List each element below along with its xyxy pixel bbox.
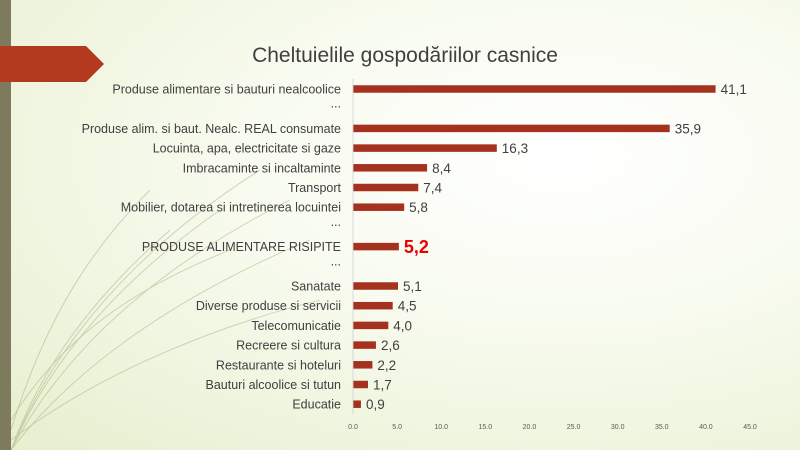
category-label: Bauturi alcoolice si tutun <box>206 378 342 392</box>
category-ellipsis: ... <box>331 215 341 229</box>
category-label: Educatie <box>292 398 341 412</box>
accent-arrow-shape <box>0 46 104 82</box>
x-tick-label: 45.0 <box>743 424 757 431</box>
category-label: Recreere si cultura <box>236 339 341 353</box>
bar <box>353 124 670 133</box>
category-label: PRODUSE ALIMENTARE RISIPITE <box>142 240 341 254</box>
category-label: Transport <box>288 181 342 195</box>
bar <box>353 341 376 349</box>
category-ellipsis: ... <box>331 97 341 111</box>
category-ellipsis: ... <box>331 254 341 268</box>
bar <box>353 203 405 211</box>
value-label: 8,4 <box>432 161 451 176</box>
bar <box>353 321 389 330</box>
bar <box>353 144 497 152</box>
bar <box>353 380 368 389</box>
value-label: 5,1 <box>403 279 422 294</box>
value-label: 35,9 <box>675 121 701 136</box>
x-tick-label: 20.0 <box>523 424 537 431</box>
value-label: 16,3 <box>502 141 528 156</box>
chart-title: Cheltuielile gospodăriilor casnice <box>252 44 558 67</box>
left-accent-band <box>0 0 11 450</box>
value-label: 4,0 <box>393 318 412 333</box>
category-label: Telecomunicatie <box>251 319 341 333</box>
category-label: Produse alim. si baut. Nealc. REAL consu… <box>82 122 341 136</box>
value-label: 4,5 <box>398 299 417 314</box>
x-tick-label: 30.0 <box>611 424 625 431</box>
value-label: 5,8 <box>409 200 428 215</box>
value-label: 2,6 <box>381 338 400 353</box>
x-tick-label: 40.0 <box>699 424 713 431</box>
category-label: Imbracaminte si incaltaminte <box>183 161 341 175</box>
value-label: 41,1 <box>721 82 747 97</box>
category-label: Sanatate <box>291 280 341 294</box>
bar <box>353 85 716 93</box>
bar <box>353 183 419 192</box>
bar <box>353 282 398 290</box>
value-label: 2,2 <box>377 358 396 373</box>
category-label: Mobilier, dotarea si intretinerea locuin… <box>121 201 341 215</box>
value-label: 1,7 <box>373 378 392 393</box>
x-tick-label: 5.0 <box>392 424 402 431</box>
bar <box>353 242 399 251</box>
x-tick-label: 25.0 <box>567 424 581 431</box>
bar <box>353 361 373 369</box>
x-tick-label: 35.0 <box>655 424 669 431</box>
bar <box>353 400 361 408</box>
x-tick-label: 0.0 <box>348 424 358 431</box>
value-label: 0,9 <box>366 397 385 412</box>
category-label: Diverse produse si servicii <box>196 299 341 313</box>
highlight-value-label: 5,2 <box>404 237 429 257</box>
bar <box>353 301 393 310</box>
x-tick-label: 10.0 <box>434 424 448 431</box>
category-label: Restaurante si hoteluri <box>216 358 341 372</box>
value-label: 7,4 <box>423 181 442 196</box>
category-label: Produse alimentare si bauturi nealcoolic… <box>112 83 341 97</box>
bar <box>353 164 428 172</box>
category-label: Locuinta, apa, electricitate si gaze <box>153 142 341 156</box>
x-tick-label: 15.0 <box>479 424 493 431</box>
